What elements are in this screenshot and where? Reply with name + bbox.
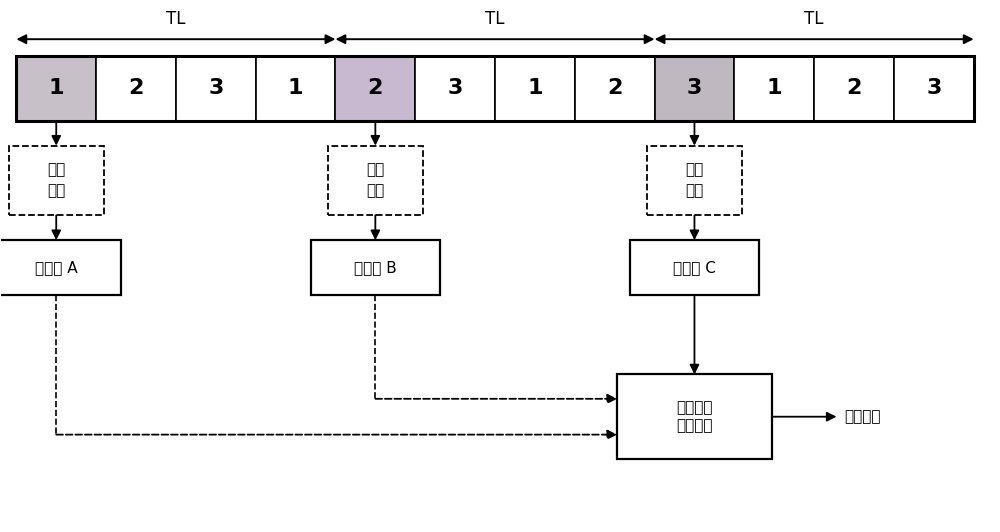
Bar <box>96 56 176 121</box>
Text: 3: 3 <box>687 78 702 98</box>
Text: 2: 2 <box>607 78 622 98</box>
Bar <box>311 240 440 295</box>
Text: 1: 1 <box>48 78 64 98</box>
Bar <box>328 146 423 215</box>
Text: 1: 1 <box>527 78 543 98</box>
Bar <box>655 56 734 121</box>
Text: TL: TL <box>485 10 505 28</box>
Text: 三模冗余
累加输出: 三模冗余 累加输出 <box>676 401 713 433</box>
Bar <box>617 375 772 459</box>
Text: TL: TL <box>804 10 824 28</box>
Bar <box>9 146 104 215</box>
Text: 累加输出: 累加输出 <box>845 409 881 424</box>
Text: 存储器 A: 存储器 A <box>35 260 78 275</box>
Bar <box>16 56 96 121</box>
Bar <box>335 56 415 121</box>
Text: 2: 2 <box>368 78 383 98</box>
Bar <box>575 56 655 121</box>
Text: 存储器 C: 存储器 C <box>673 260 716 275</box>
Text: TL: TL <box>166 10 186 28</box>
Text: 3: 3 <box>926 78 941 98</box>
Bar <box>894 56 974 121</box>
Bar <box>647 146 742 215</box>
Text: 1: 1 <box>766 78 782 98</box>
Text: 1: 1 <box>288 78 303 98</box>
Text: 存储器 B: 存储器 B <box>354 260 397 275</box>
Text: 3: 3 <box>208 78 223 98</box>
Bar <box>0 240 121 295</box>
Text: 转换: 转换 <box>47 184 65 198</box>
Bar <box>176 56 256 121</box>
Text: 2: 2 <box>128 78 144 98</box>
Text: 转换: 转换 <box>366 184 384 198</box>
Bar <box>16 56 974 121</box>
Text: 模数: 模数 <box>47 162 65 178</box>
Text: 模数: 模数 <box>685 162 704 178</box>
Text: 2: 2 <box>846 78 862 98</box>
Bar <box>495 56 575 121</box>
Bar <box>630 240 759 295</box>
Bar <box>734 56 814 121</box>
Text: 3: 3 <box>447 78 463 98</box>
Bar <box>256 56 335 121</box>
Bar <box>814 56 894 121</box>
Text: 模数: 模数 <box>366 162 384 178</box>
Text: 转换: 转换 <box>685 184 704 198</box>
Bar <box>415 56 495 121</box>
